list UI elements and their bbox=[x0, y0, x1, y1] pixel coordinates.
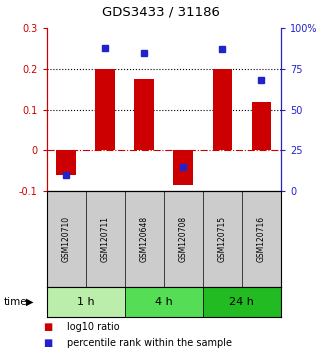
Text: percentile rank within the sample: percentile rank within the sample bbox=[67, 338, 232, 348]
Text: GDS3433 / 31186: GDS3433 / 31186 bbox=[101, 6, 220, 19]
Text: GSM120708: GSM120708 bbox=[179, 216, 188, 262]
Text: 1 h: 1 h bbox=[77, 297, 94, 307]
Text: GSM120716: GSM120716 bbox=[257, 216, 266, 262]
Bar bbox=[173, 150, 193, 185]
Bar bbox=[95, 69, 115, 150]
Bar bbox=[213, 69, 232, 150]
Text: 24 h: 24 h bbox=[230, 297, 254, 307]
Bar bbox=[125, 287, 203, 317]
Text: GSM120711: GSM120711 bbox=[100, 216, 110, 262]
Text: time: time bbox=[3, 297, 27, 307]
Text: GSM120710: GSM120710 bbox=[62, 216, 71, 262]
Bar bbox=[47, 287, 125, 317]
Text: log10 ratio: log10 ratio bbox=[67, 322, 120, 332]
Bar bbox=[134, 79, 154, 150]
Text: 4 h: 4 h bbox=[155, 297, 173, 307]
Bar bbox=[203, 287, 281, 317]
Text: ▶: ▶ bbox=[26, 297, 34, 307]
Bar bbox=[252, 102, 271, 150]
Text: GSM120715: GSM120715 bbox=[218, 216, 227, 262]
Text: ■: ■ bbox=[44, 338, 53, 348]
Text: GSM120648: GSM120648 bbox=[140, 216, 149, 262]
Bar bbox=[56, 150, 76, 175]
Text: ■: ■ bbox=[44, 322, 53, 332]
